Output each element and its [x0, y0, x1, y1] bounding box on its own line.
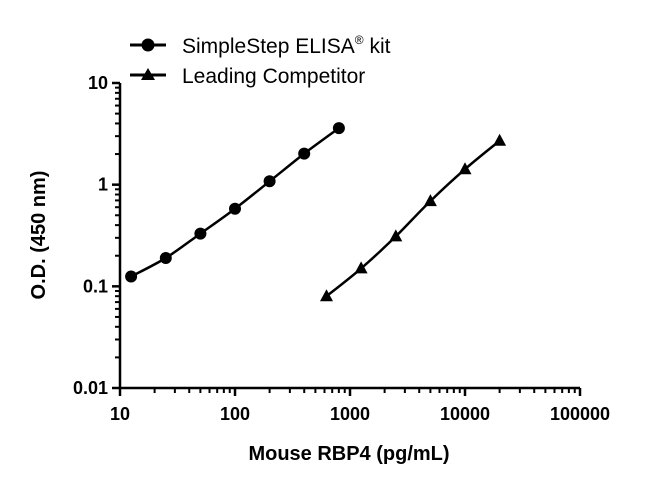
data-point-triangle [320, 289, 333, 302]
data-point-triangle [423, 194, 437, 207]
legend-label-competitor: Leading Competitor [182, 65, 365, 88]
data-point-circle [125, 270, 138, 283]
legend-marker-circle [141, 38, 155, 52]
y-tick-label: 0.01 [73, 378, 108, 398]
legend-label-simplestep-name: SimpleStep ELISA [182, 35, 355, 58]
data-point-circle [263, 175, 276, 188]
legend-marker-triangle [141, 68, 155, 80]
y-tick-label: 10 [88, 73, 108, 93]
data-point-circle [332, 122, 345, 135]
series-lines [130, 127, 501, 298]
legend-item-competitor: Leading Competitor [130, 65, 365, 88]
series-line-triangle [325, 139, 501, 298]
y-axis-title: O.D. (450 nm) [28, 171, 50, 300]
x-tick-label: 100000 [550, 404, 610, 424]
data-point-circle [159, 252, 172, 264]
series-markers [125, 122, 507, 302]
legend-item-simplestep: SimpleStep ELISA® kit [130, 33, 391, 58]
data-point-triangle [493, 133, 507, 146]
data-point-circle [298, 147, 311, 160]
y-tick-label: 0.1 [83, 276, 108, 296]
data-point-circle [229, 202, 241, 215]
data-point-triangle [458, 162, 472, 175]
data-point-triangle [389, 229, 403, 242]
y-tick-label: 1 [98, 175, 108, 195]
legend-label-simplestep-suffix: kit [364, 35, 391, 58]
legend-label-simplestep-reg: ® [355, 33, 364, 47]
x-axis-title: Mouse RBP4 (pg/mL) [248, 443, 449, 465]
x-tick-label: 10 [110, 404, 130, 424]
data-point-circle [194, 227, 207, 240]
axes: 10 100 1000 10000 100000 0.01 0.1 1 10 [73, 73, 610, 424]
x-tick-label: 10000 [440, 404, 490, 424]
legend-label-simplestep: SimpleStep ELISA® kit [182, 33, 391, 58]
x-tick-label: 100 [220, 404, 250, 424]
legend: SimpleStep ELISA® kit Leading Competitor [130, 33, 391, 88]
data-point-triangle [354, 261, 368, 274]
x-tick-label: 1000 [330, 404, 370, 424]
